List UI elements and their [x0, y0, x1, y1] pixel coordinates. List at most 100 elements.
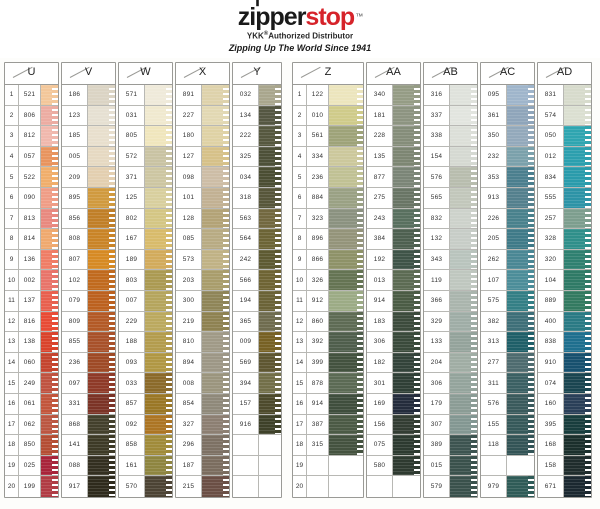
color-row[interactable]: 232 [481, 146, 534, 168]
color-row[interactable]: 555 [538, 187, 591, 209]
color-row[interactable]: 101 [176, 187, 229, 209]
color-row[interactable]: 092 [119, 414, 172, 436]
color-row[interactable]: 6 884 [293, 187, 363, 209]
color-row[interactable]: 917 [62, 476, 115, 497]
color-swatch-cell[interactable] [564, 270, 591, 290]
color-swatch-cell[interactable] [202, 290, 229, 311]
color-row[interactable]: 236 [62, 352, 115, 374]
color-row[interactable]: 034 [233, 167, 281, 188]
color-swatch-cell[interactable] [393, 290, 420, 311]
color-row[interactable]: 3 812 [5, 126, 58, 147]
color-row[interactable]: 075 [367, 435, 420, 456]
color-swatch-cell[interactable] [564, 290, 591, 311]
color-swatch-cell[interactable] [259, 352, 281, 373]
color-swatch-cell[interactable] [329, 414, 363, 435]
color-swatch-cell[interactable] [88, 393, 115, 414]
color-row[interactable]: 854 [176, 393, 229, 415]
color-row[interactable]: 7 813 [5, 208, 58, 230]
color-row[interactable]: 13 138 [5, 332, 58, 353]
color-row[interactable]: 803 [119, 270, 172, 291]
color-swatch-cell[interactable] [450, 85, 477, 105]
color-swatch-cell[interactable] [393, 373, 420, 393]
color-row[interactable]: 141 [62, 435, 115, 456]
color-swatch-cell[interactable] [41, 414, 58, 435]
color-row[interactable]: 227 [176, 105, 229, 127]
color-row[interactable]: 8 814 [5, 229, 58, 250]
color-swatch-cell[interactable] [329, 229, 363, 249]
color-swatch-cell[interactable] [329, 290, 363, 311]
color-row[interactable]: 671 [538, 476, 591, 497]
color-swatch-cell[interactable] [145, 229, 172, 249]
color-row[interactable]: 107 [481, 270, 534, 291]
color-swatch-cell[interactable] [507, 393, 534, 414]
color-swatch-cell[interactable] [202, 126, 229, 146]
color-swatch-cell[interactable] [259, 167, 281, 187]
color-row[interactable]: 079 [62, 290, 115, 312]
color-swatch-cell[interactable] [145, 187, 172, 208]
color-swatch-cell[interactable] [564, 208, 591, 229]
color-swatch-cell[interactable] [507, 373, 534, 393]
color-row[interactable] [481, 455, 534, 477]
color-row[interactable]: 074 [538, 373, 591, 394]
color-swatch-cell[interactable] [202, 167, 229, 187]
color-swatch-cell[interactable] [145, 393, 172, 414]
color-row[interactable]: 085 [176, 229, 229, 250]
color-row[interactable] [367, 476, 420, 497]
color-swatch-cell[interactable] [202, 393, 229, 414]
color-row[interactable]: 894 [176, 352, 229, 374]
color-row[interactable]: 394 [233, 373, 281, 394]
color-row[interactable]: 4 057 [5, 146, 58, 168]
color-row[interactable]: 858 [119, 435, 172, 456]
color-row[interactable]: 831 [538, 85, 591, 106]
color-row[interactable]: 563 [233, 208, 281, 230]
color-swatch-cell[interactable] [564, 373, 591, 393]
color-swatch-cell[interactable] [393, 105, 420, 126]
color-row[interactable]: 12 860 [293, 311, 363, 333]
color-row[interactable]: 158 [538, 455, 591, 477]
color-row[interactable]: 16 914 [293, 393, 363, 415]
color-swatch-cell[interactable] [41, 373, 58, 393]
color-row[interactable]: 275 [367, 187, 420, 209]
color-row[interactable]: 1 122 [293, 85, 363, 106]
color-swatch-cell[interactable] [393, 455, 420, 476]
color-row[interactable]: 9 866 [293, 249, 363, 271]
color-row[interactable]: 11 137 [5, 290, 58, 312]
color-row[interactable]: 338 [424, 126, 477, 147]
color-row[interactable]: 17 062 [5, 414, 58, 436]
color-swatch-cell[interactable] [41, 85, 58, 105]
color-swatch-cell[interactable] [507, 332, 534, 352]
color-row[interactable]: 167 [119, 229, 172, 250]
color-row[interactable]: 161 [119, 455, 172, 477]
color-row[interactable]: 209 [62, 167, 115, 188]
color-swatch-cell[interactable] [507, 455, 534, 476]
color-swatch-cell[interactable] [202, 270, 229, 290]
color-swatch-cell[interactable] [259, 187, 281, 208]
color-row[interactable]: 262 [481, 249, 534, 271]
color-swatch-cell[interactable] [329, 393, 363, 414]
color-swatch-cell[interactable] [145, 311, 172, 332]
color-swatch-cell[interactable] [329, 85, 363, 105]
color-swatch-cell[interactable] [41, 270, 58, 290]
color-row[interactable]: 329 [424, 311, 477, 333]
color-swatch-cell[interactable] [507, 352, 534, 373]
color-row[interactable]: 219 [176, 311, 229, 333]
color-swatch-cell[interactable] [41, 146, 58, 167]
color-swatch-cell[interactable] [202, 311, 229, 332]
color-row[interactable]: 569 [233, 352, 281, 374]
color-swatch-cell[interactable] [507, 167, 534, 187]
color-swatch-cell[interactable] [88, 373, 115, 393]
color-swatch-cell[interactable] [41, 187, 58, 208]
color-swatch-cell[interactable] [564, 435, 591, 455]
color-row[interactable]: 008 [176, 373, 229, 394]
color-swatch-cell[interactable] [393, 414, 420, 435]
color-swatch-cell[interactable] [564, 167, 591, 187]
color-row[interactable]: 102 [62, 270, 115, 291]
color-swatch-cell[interactable] [202, 85, 229, 105]
color-swatch-cell[interactable] [259, 311, 281, 332]
color-swatch-cell[interactable] [202, 373, 229, 393]
color-swatch-cell[interactable] [329, 352, 363, 373]
color-swatch-cell[interactable] [450, 126, 477, 146]
color-row[interactable]: 834 [538, 167, 591, 188]
color-swatch-cell[interactable] [88, 229, 115, 249]
color-row[interactable]: 007 [119, 290, 172, 312]
